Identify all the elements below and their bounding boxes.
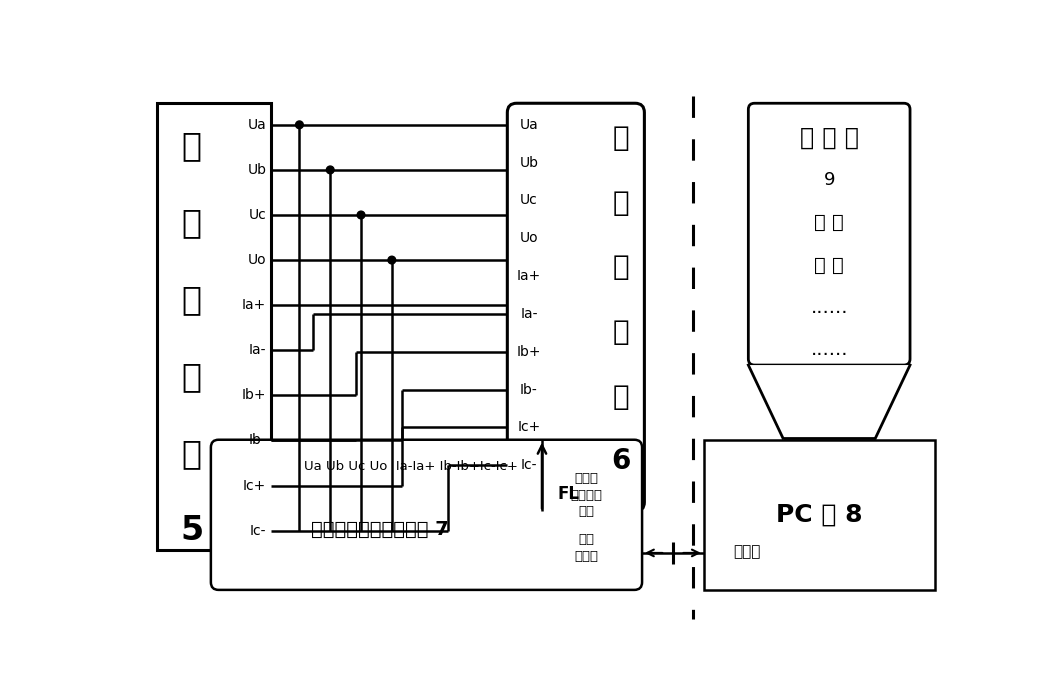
Text: ......: ...... [811,340,848,359]
Text: 能: 能 [182,206,202,239]
Circle shape [357,211,365,219]
Text: 屏: 屏 [182,437,202,470]
Text: Ic+: Ic+ [518,420,541,434]
Text: 电能表现场参数记录仪 7: 电能表现场参数记录仪 7 [312,520,449,539]
FancyBboxPatch shape [749,103,910,365]
Text: Ib+: Ib+ [517,344,541,358]
Text: 表: 表 [613,383,630,411]
Text: 输入: 输入 [579,505,594,518]
Text: 6: 6 [611,447,631,475]
Text: Ia+: Ia+ [243,298,267,312]
Polygon shape [749,365,910,438]
Text: 5: 5 [180,514,204,547]
Text: 被: 被 [613,124,630,152]
Text: 被校表: 被校表 [574,472,598,484]
Text: Uo: Uo [248,253,267,267]
Text: Uc: Uc [249,208,267,222]
Text: Ib+: Ib+ [242,389,267,402]
Text: Ua: Ua [248,118,267,132]
Bar [704,440,934,590]
Text: Ub: Ub [248,163,267,177]
Text: 计 算: 计 算 [815,213,844,232]
Text: Ib-: Ib- [249,433,267,447]
Text: Ic-: Ic- [250,524,267,538]
Text: 通信口: 通信口 [733,544,760,559]
Text: FL: FL [558,485,580,503]
Text: 高速: 高速 [579,533,594,546]
Text: Ia+: Ia+ [517,269,541,283]
FancyBboxPatch shape [507,103,645,511]
Text: 分 析: 分 析 [815,256,844,274]
Text: Ua Ub Uc Uo  Ia-Ia+ Ib-Ib+Ic-Ic+: Ua Ub Uc Uo Ia-Ia+ Ib-Ib+Ic-Ic+ [304,460,518,473]
Circle shape [296,121,303,129]
FancyBboxPatch shape [211,440,643,590]
Text: 计: 计 [182,283,202,316]
Circle shape [327,166,334,174]
Text: Ia-: Ia- [520,307,538,321]
Text: Ic-: Ic- [521,458,538,472]
Text: PC 机 8: PC 机 8 [776,503,862,526]
Text: 电: 电 [182,129,202,162]
Text: 校: 校 [613,188,630,216]
Text: 电: 电 [613,253,630,281]
Text: Ia-: Ia- [249,343,267,357]
Text: 量: 量 [182,360,202,393]
Text: Uo: Uo [520,231,539,245]
Bar [158,103,271,550]
Text: Uc: Uc [520,193,538,207]
Text: Ic+: Ic+ [243,479,267,493]
Text: Ua: Ua [520,118,539,132]
Text: ......: ...... [811,298,848,317]
Text: 低频脉冲: 低频脉冲 [570,489,603,502]
Text: Ib-: Ib- [520,382,538,396]
Text: 9: 9 [823,172,835,189]
Text: 软 件 包: 软 件 包 [800,126,859,150]
Text: Ub: Ub [520,155,539,169]
Text: 能: 能 [613,318,630,346]
Circle shape [387,256,396,264]
Text: 通信口: 通信口 [574,550,598,564]
